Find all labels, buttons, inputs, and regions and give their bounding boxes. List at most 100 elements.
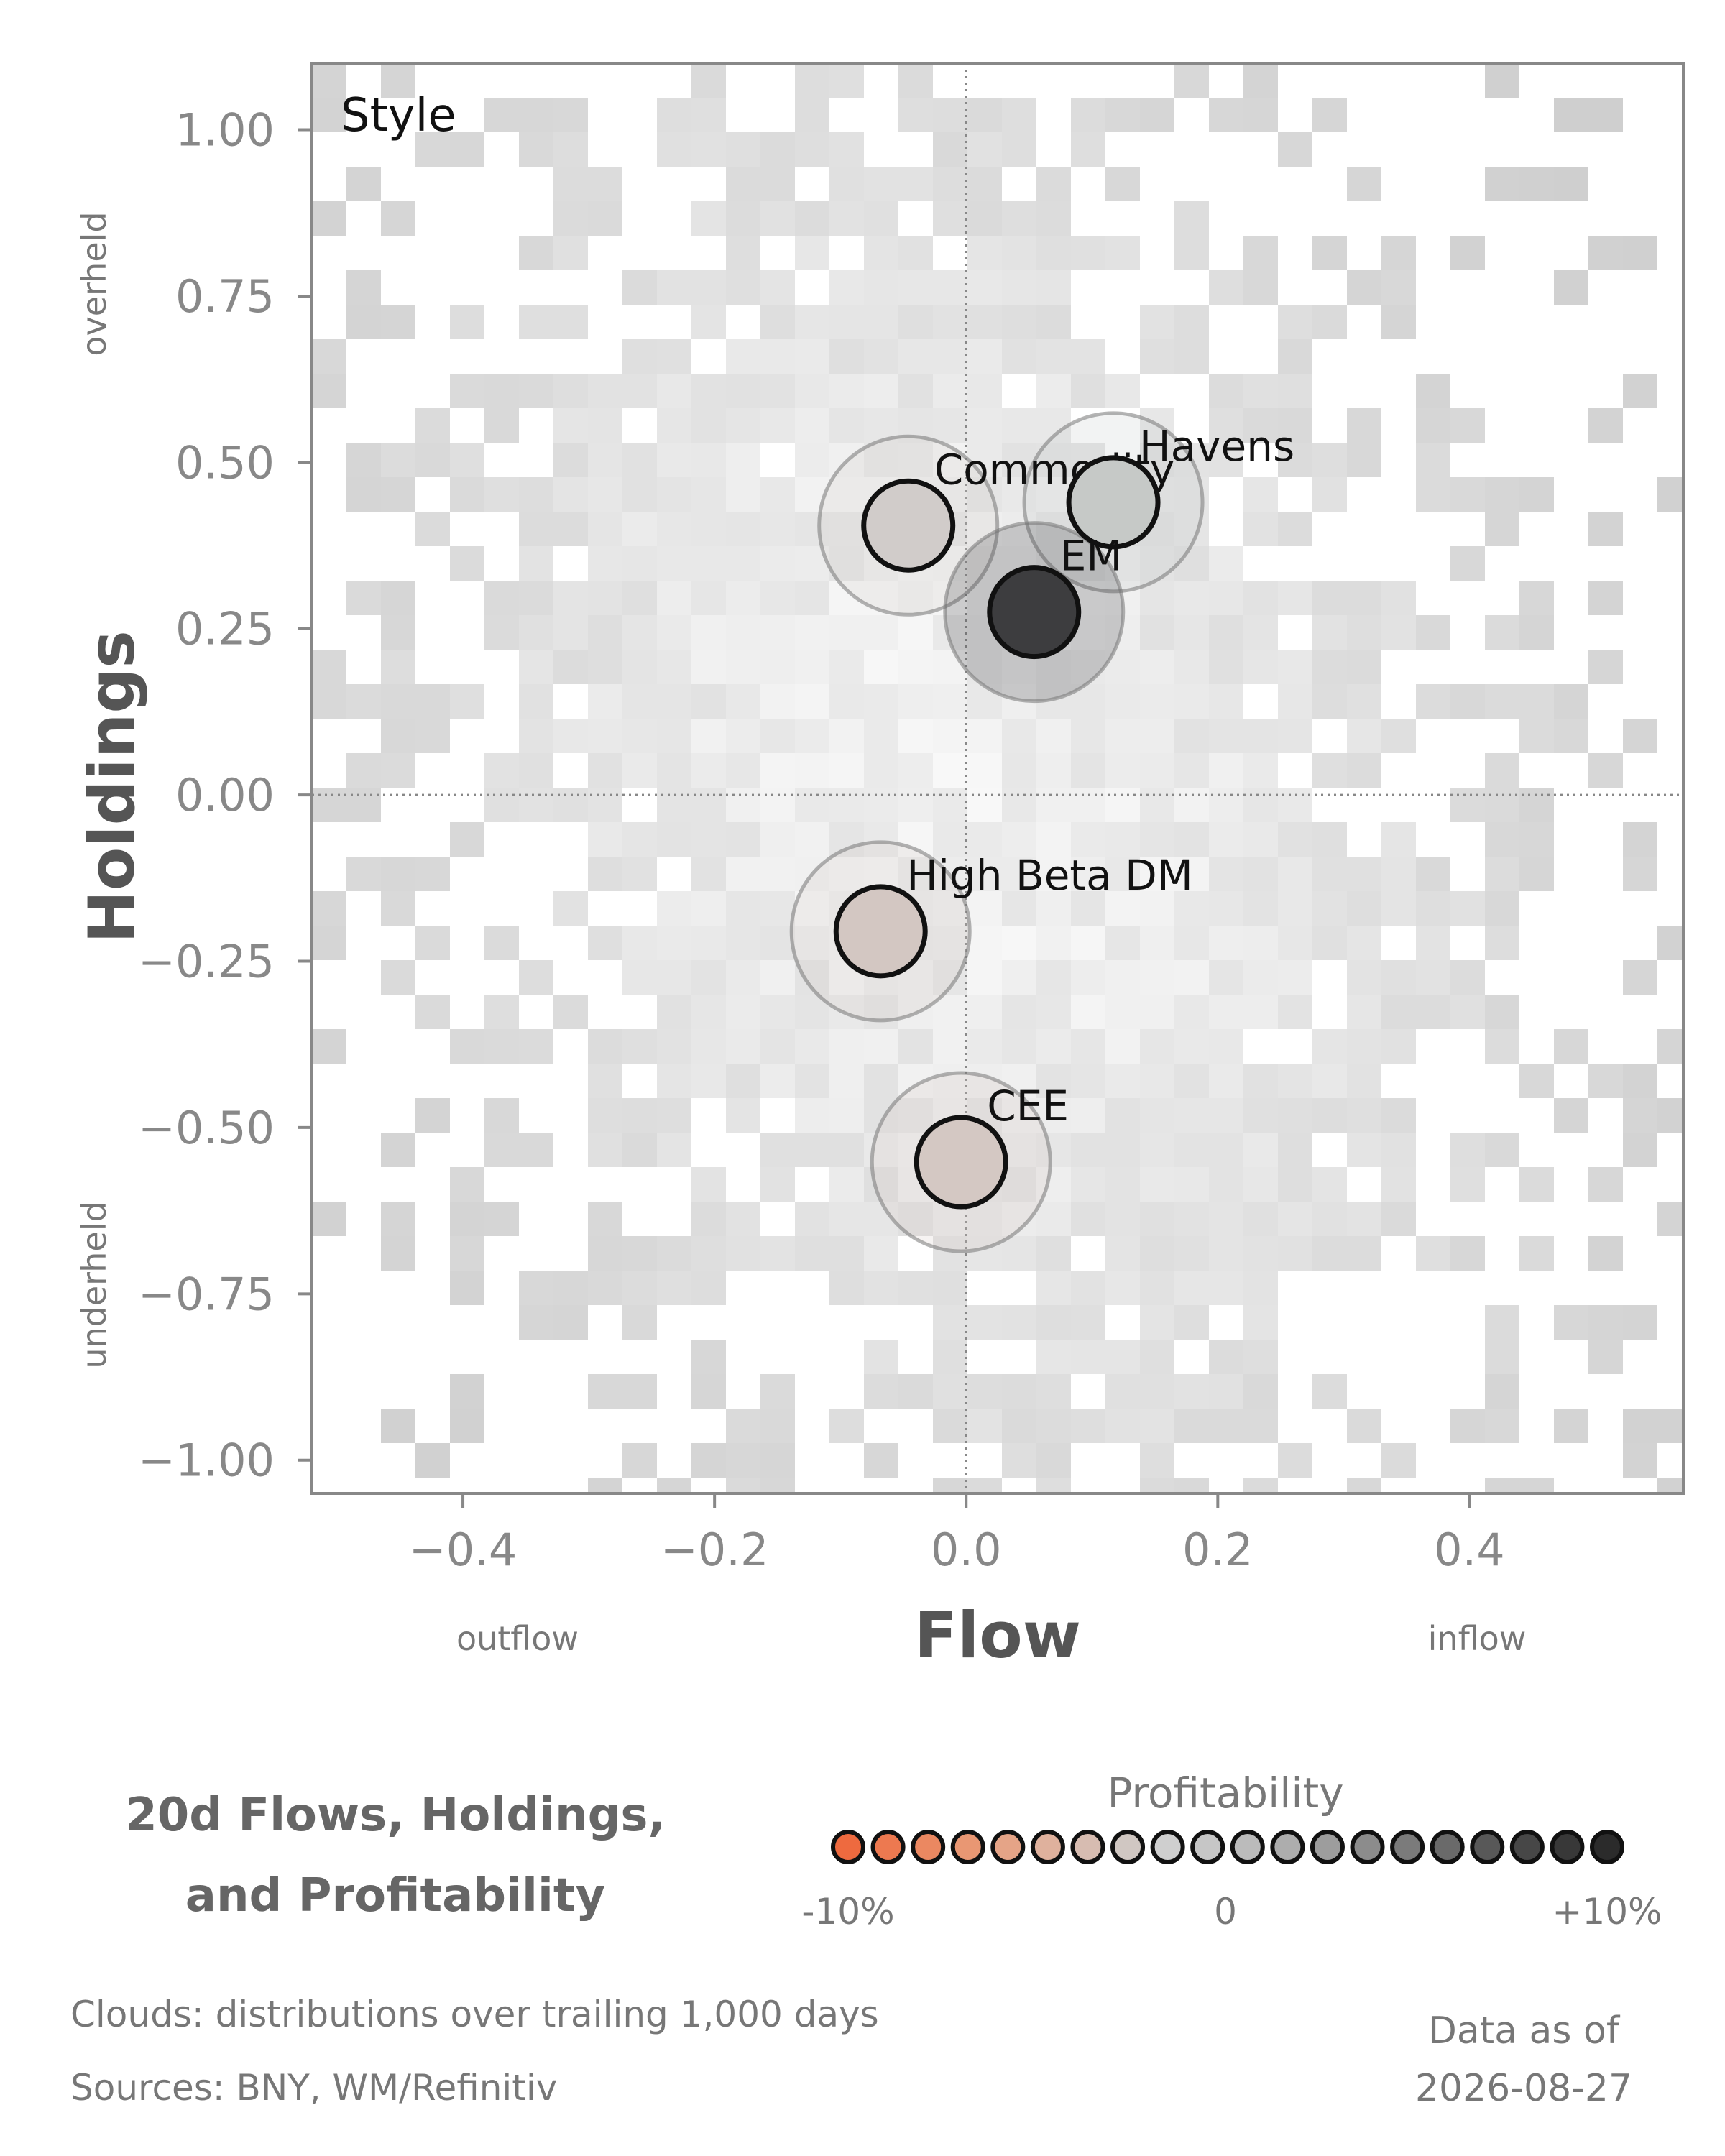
cloud-cell [1243, 960, 1278, 995]
cloud-cell [450, 684, 484, 719]
cloud-cell [1588, 753, 1623, 788]
cloud-cell [1450, 960, 1485, 995]
cloud-cell [381, 1202, 415, 1236]
cloud-cell [1243, 719, 1278, 753]
legend-dot [990, 1830, 1026, 1864]
cloud-cell [519, 650, 553, 684]
cloud-cell [1278, 132, 1312, 167]
clouds-footnote: Clouds: distributions over trailing 1,00… [70, 1994, 879, 2035]
cloud-cell [1140, 1098, 1174, 1133]
cloud-cell [1450, 891, 1485, 926]
cloud-cell [1105, 1236, 1140, 1271]
cloud-cell [898, 719, 933, 753]
cloud-cell [795, 822, 829, 857]
cloud-cell [1243, 1478, 1278, 1493]
cloud-cell [1105, 960, 1140, 995]
cloud-cell [519, 236, 553, 270]
cloud-cell [1278, 960, 1312, 995]
cloud-cell [967, 132, 1002, 167]
cloud-cell [726, 1409, 760, 1443]
legend-tick-low: -10% [801, 1891, 894, 1932]
cloud-cell [1174, 305, 1209, 339]
cloud-cell [726, 374, 760, 408]
cloud-cell [864, 719, 898, 753]
cloud-cell [1623, 1305, 1657, 1340]
cloud-cell [795, 1133, 829, 1167]
cloud-cell [312, 98, 346, 132]
cloud-cell [760, 753, 795, 788]
cloud-cell [1071, 1340, 1105, 1374]
cloud-cell [519, 1271, 553, 1305]
cloud-cell [1174, 788, 1209, 822]
cloud-cell [312, 926, 346, 960]
cloud-cell [346, 477, 381, 512]
cloud-cell [967, 546, 1002, 581]
cloud-cell [829, 374, 864, 408]
cloud-cell [1657, 1202, 1683, 1236]
cloud-cell [726, 443, 760, 477]
cloud-cell [1381, 1443, 1416, 1478]
cloud-cell [1381, 995, 1416, 1029]
cloud-cell [933, 1374, 967, 1409]
cloud-cell [1278, 408, 1312, 443]
cloud-cell [1450, 788, 1485, 822]
cloud-cell [1312, 1167, 1347, 1202]
cloud-cell [726, 581, 760, 615]
cloud-cell [1554, 270, 1588, 305]
cloud-cell [691, 995, 726, 1029]
cloud-cell [588, 408, 622, 443]
cloud-cell [864, 788, 898, 822]
cloud-cell [1450, 236, 1485, 270]
cloud-cell [553, 995, 588, 1029]
cloud-cell [1105, 891, 1140, 926]
cloud-cell [1002, 305, 1036, 339]
cloud-cell [1278, 719, 1312, 753]
cloud-cell [346, 270, 381, 305]
cloud-cell [1381, 1202, 1416, 1236]
legend-dot [1270, 1830, 1305, 1864]
cloud-cell [1209, 995, 1243, 1029]
cloud-cell [1347, 684, 1381, 719]
cloud-cell [1105, 1064, 1140, 1098]
cloud-cell [1002, 201, 1036, 236]
cloud-cell [691, 615, 726, 650]
cloud-cell [1312, 443, 1347, 477]
cloud-cell [1209, 1167, 1243, 1202]
cloud-cell [1312, 650, 1347, 684]
cloud-cell [1381, 581, 1416, 615]
cloud-cell [726, 995, 760, 1029]
cloud-cell [1243, 63, 1278, 98]
legend-dot [1430, 1830, 1465, 1864]
cloud-cell [657, 753, 691, 788]
cloud-cell [1071, 1064, 1105, 1098]
cloud-cell [1002, 512, 1036, 546]
cloud-cell [1519, 788, 1554, 822]
cloud-cell [312, 1202, 346, 1236]
cloud-cell [726, 1098, 760, 1133]
cloud-cell [1278, 1098, 1312, 1133]
cloud-cell [829, 1167, 864, 1202]
cloud-cell [519, 305, 553, 339]
cloud-cell [1485, 63, 1519, 98]
cloud-cell [1140, 1236, 1174, 1271]
cloud-cell [1071, 1098, 1105, 1133]
cloud-cell [795, 1236, 829, 1271]
cloud-cell [450, 477, 484, 512]
cloud-cell [1036, 1202, 1071, 1236]
cloud-cell [829, 1133, 864, 1167]
cloud-cell [1036, 719, 1071, 753]
reference-lines [312, 63, 1683, 1493]
cloud-cell [1588, 1064, 1623, 1098]
cloud-cell [1312, 477, 1347, 512]
cloud-cell [657, 1029, 691, 1064]
cloud-cell [1174, 581, 1209, 615]
cloud-cell [933, 270, 967, 305]
cloud-cell [1347, 926, 1381, 960]
distribution-cloud [312, 63, 1683, 1493]
cloud-cell [1519, 822, 1554, 857]
cloud-cell [691, 512, 726, 546]
cloud-cell [1209, 926, 1243, 960]
cloud-cell [760, 1443, 795, 1478]
cloud-cell [1416, 960, 1450, 995]
legend-dot [1390, 1830, 1425, 1864]
